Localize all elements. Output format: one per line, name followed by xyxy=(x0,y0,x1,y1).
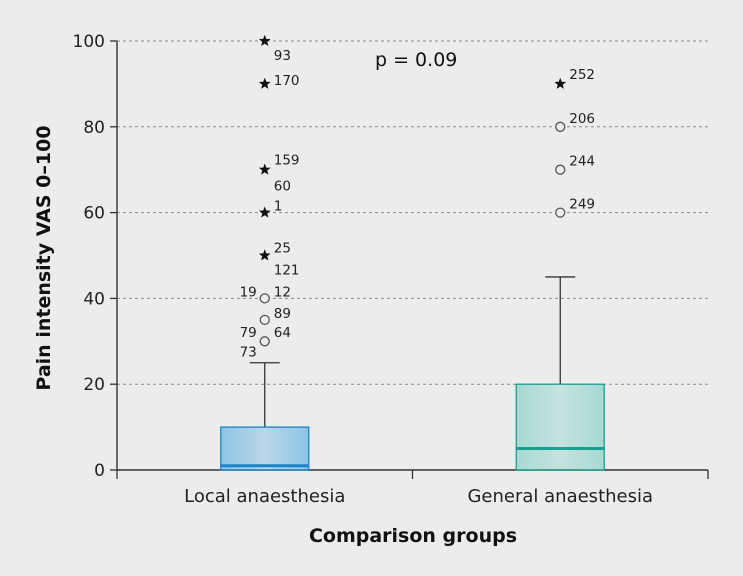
y-tick-label-80: 80 xyxy=(83,118,105,138)
axes: 0 20 40 60 80 100 Local anaesthesia General ana… xyxy=(73,32,709,507)
point-label-extreme: 1 xyxy=(274,199,283,215)
extreme-point xyxy=(258,163,271,175)
point-label-outlier: 206 xyxy=(569,111,595,127)
point-label-extreme: 25 xyxy=(274,241,291,257)
extreme-point xyxy=(258,77,271,89)
box-group xyxy=(515,276,605,471)
outlier-point xyxy=(259,336,270,347)
x-axis-title: Comparison groups xyxy=(309,525,517,547)
outlier-point xyxy=(555,207,566,218)
extreme-point xyxy=(258,249,271,261)
box-iqr xyxy=(515,383,605,471)
y-tick-label-20: 20 xyxy=(83,375,105,395)
point-label-extreme: 159 xyxy=(274,153,300,169)
point-label-extreme: 60 xyxy=(274,179,291,195)
point-label-outlier: 64 xyxy=(274,325,291,341)
point-label-outlier: 19 xyxy=(240,284,257,300)
box-iqr xyxy=(220,426,310,471)
x-category-label: Local anaesthesia xyxy=(184,486,345,507)
gridlines xyxy=(117,40,708,385)
point-label-extreme: 121 xyxy=(274,263,300,279)
y-tick-label-0: 0 xyxy=(94,461,105,481)
point-label-extreme: 170 xyxy=(274,73,300,89)
extreme-point xyxy=(554,77,567,89)
box-group xyxy=(220,362,310,471)
y-tick-label-60: 60 xyxy=(83,204,105,224)
extreme-point xyxy=(258,206,271,218)
point-label-outlier: 73 xyxy=(240,344,257,360)
y-tick-label-40: 40 xyxy=(83,289,105,309)
extreme-point xyxy=(258,34,271,47)
point-label-extreme: 252 xyxy=(569,67,595,83)
point-label-outlier: 12 xyxy=(274,284,291,300)
outlier-points: 73 79 89 64 19 12 25 121 1 159 60 170 93 249 244 206 252 xyxy=(240,34,595,360)
outlier-point xyxy=(555,121,566,132)
x-category-label: General anaesthesia xyxy=(467,486,653,507)
point-label-outlier: 249 xyxy=(569,197,595,213)
point-label-outlier: 89 xyxy=(274,306,291,322)
outlier-point xyxy=(555,164,566,175)
point-label-outlier: 79 xyxy=(240,325,257,341)
p-value-annotation: p = 0.09 xyxy=(375,49,457,71)
outlier-point xyxy=(259,293,270,304)
point-label-extreme: 93 xyxy=(274,48,291,64)
y-axis-title: Pain intensity VAS 0–100 xyxy=(33,125,55,390)
outlier-point xyxy=(259,314,270,326)
point-label-outlier: 244 xyxy=(569,154,595,170)
boxes xyxy=(220,276,605,471)
y-tick-label-100: 100 xyxy=(73,32,105,52)
